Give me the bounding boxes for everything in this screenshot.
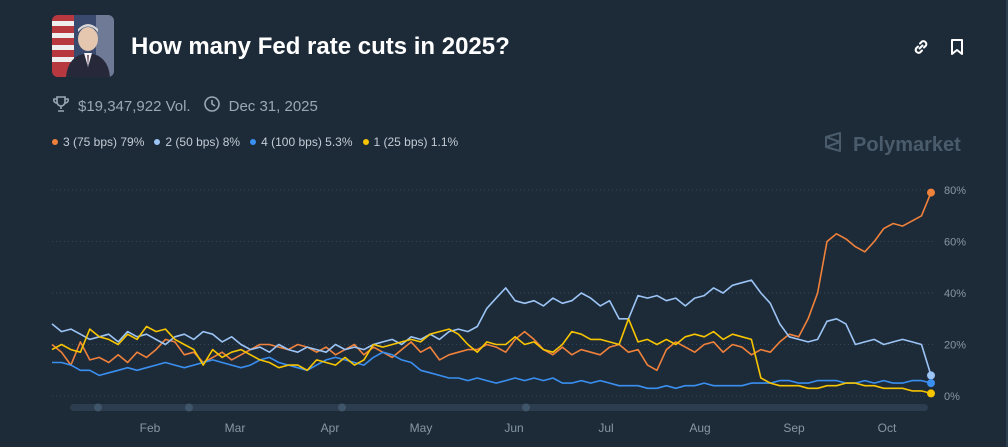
y-tick-label: 40% <box>944 288 966 300</box>
right-edge-border <box>1006 0 1008 447</box>
polymarket-logo-icon <box>823 131 845 159</box>
x-tick-label: Feb <box>140 421 161 435</box>
trophy-icon <box>52 95 70 117</box>
y-tick-label: 60% <box>944 237 966 249</box>
timeline-marker[interactable] <box>338 403 346 412</box>
end-date-text: Dec 31, 2025 <box>228 97 318 115</box>
legend-label: 4 (100 bps) 5.3% <box>261 135 353 149</box>
legend-item: 3 (75 bps) 79% <box>52 135 144 149</box>
x-tick-label: Jul <box>598 421 613 435</box>
series-end-point <box>927 188 935 197</box>
legend-label: 1 (25 bps) 1.1% <box>373 135 459 149</box>
legend-dot <box>362 139 369 145</box>
legend-dot <box>154 139 161 145</box>
y-tick-label: 20% <box>944 340 966 352</box>
series-line <box>51 279 932 376</box>
x-tick-label: May <box>410 421 433 435</box>
x-tick-label: Apr <box>321 421 340 435</box>
series-end-point <box>927 379 935 388</box>
timeline-marker[interactable] <box>94 403 102 412</box>
market-image <box>52 15 114 77</box>
legend-item: 4 (100 bps) 5.3% <box>250 135 353 149</box>
legend-label: 2 (50 bps) 8% <box>165 135 241 149</box>
series-line <box>52 351 932 390</box>
polymarket-watermark: Polymarket <box>823 131 961 159</box>
legend-dot <box>52 139 58 145</box>
link-icon[interactable] <box>910 36 932 58</box>
y-tick-label: 0% <box>944 391 960 403</box>
series-line <box>51 317 932 395</box>
series-end-point <box>927 371 935 380</box>
chart-legend: 3 (75 bps) 79% 2 (50 bps) 8% 4 (100 bps)… <box>52 135 468 149</box>
x-tick-label: Jun <box>504 421 523 435</box>
legend-item: 2 (50 bps) 8% <box>154 135 240 149</box>
volume-text: $19,347,922 Vol. <box>78 97 191 115</box>
clock-icon <box>203 95 221 117</box>
timeline-marker[interactable] <box>522 403 530 412</box>
series-end-point <box>927 389 935 398</box>
x-tick-label: Aug <box>689 421 710 435</box>
legend-item: 1 (25 bps) 1.1% <box>362 135 459 149</box>
market-title: How many Fed rate cuts in 2025? <box>131 33 510 60</box>
timeline-track[interactable] <box>70 404 928 411</box>
y-tick-label: 80% <box>944 185 966 197</box>
legend-dot <box>250 139 257 145</box>
bookmark-icon[interactable] <box>946 36 968 58</box>
timeline-marker[interactable] <box>185 403 193 412</box>
x-tick-label: Oct <box>878 421 897 435</box>
legend-label: 3 (75 bps) 79% <box>63 135 145 149</box>
market-meta: $19,347,922 Vol. Dec 31, 2025 <box>52 95 318 117</box>
brand-name: Polymarket <box>853 133 961 156</box>
x-tick-label: Mar <box>225 421 246 435</box>
x-tick-label: Sep <box>783 421 805 435</box>
